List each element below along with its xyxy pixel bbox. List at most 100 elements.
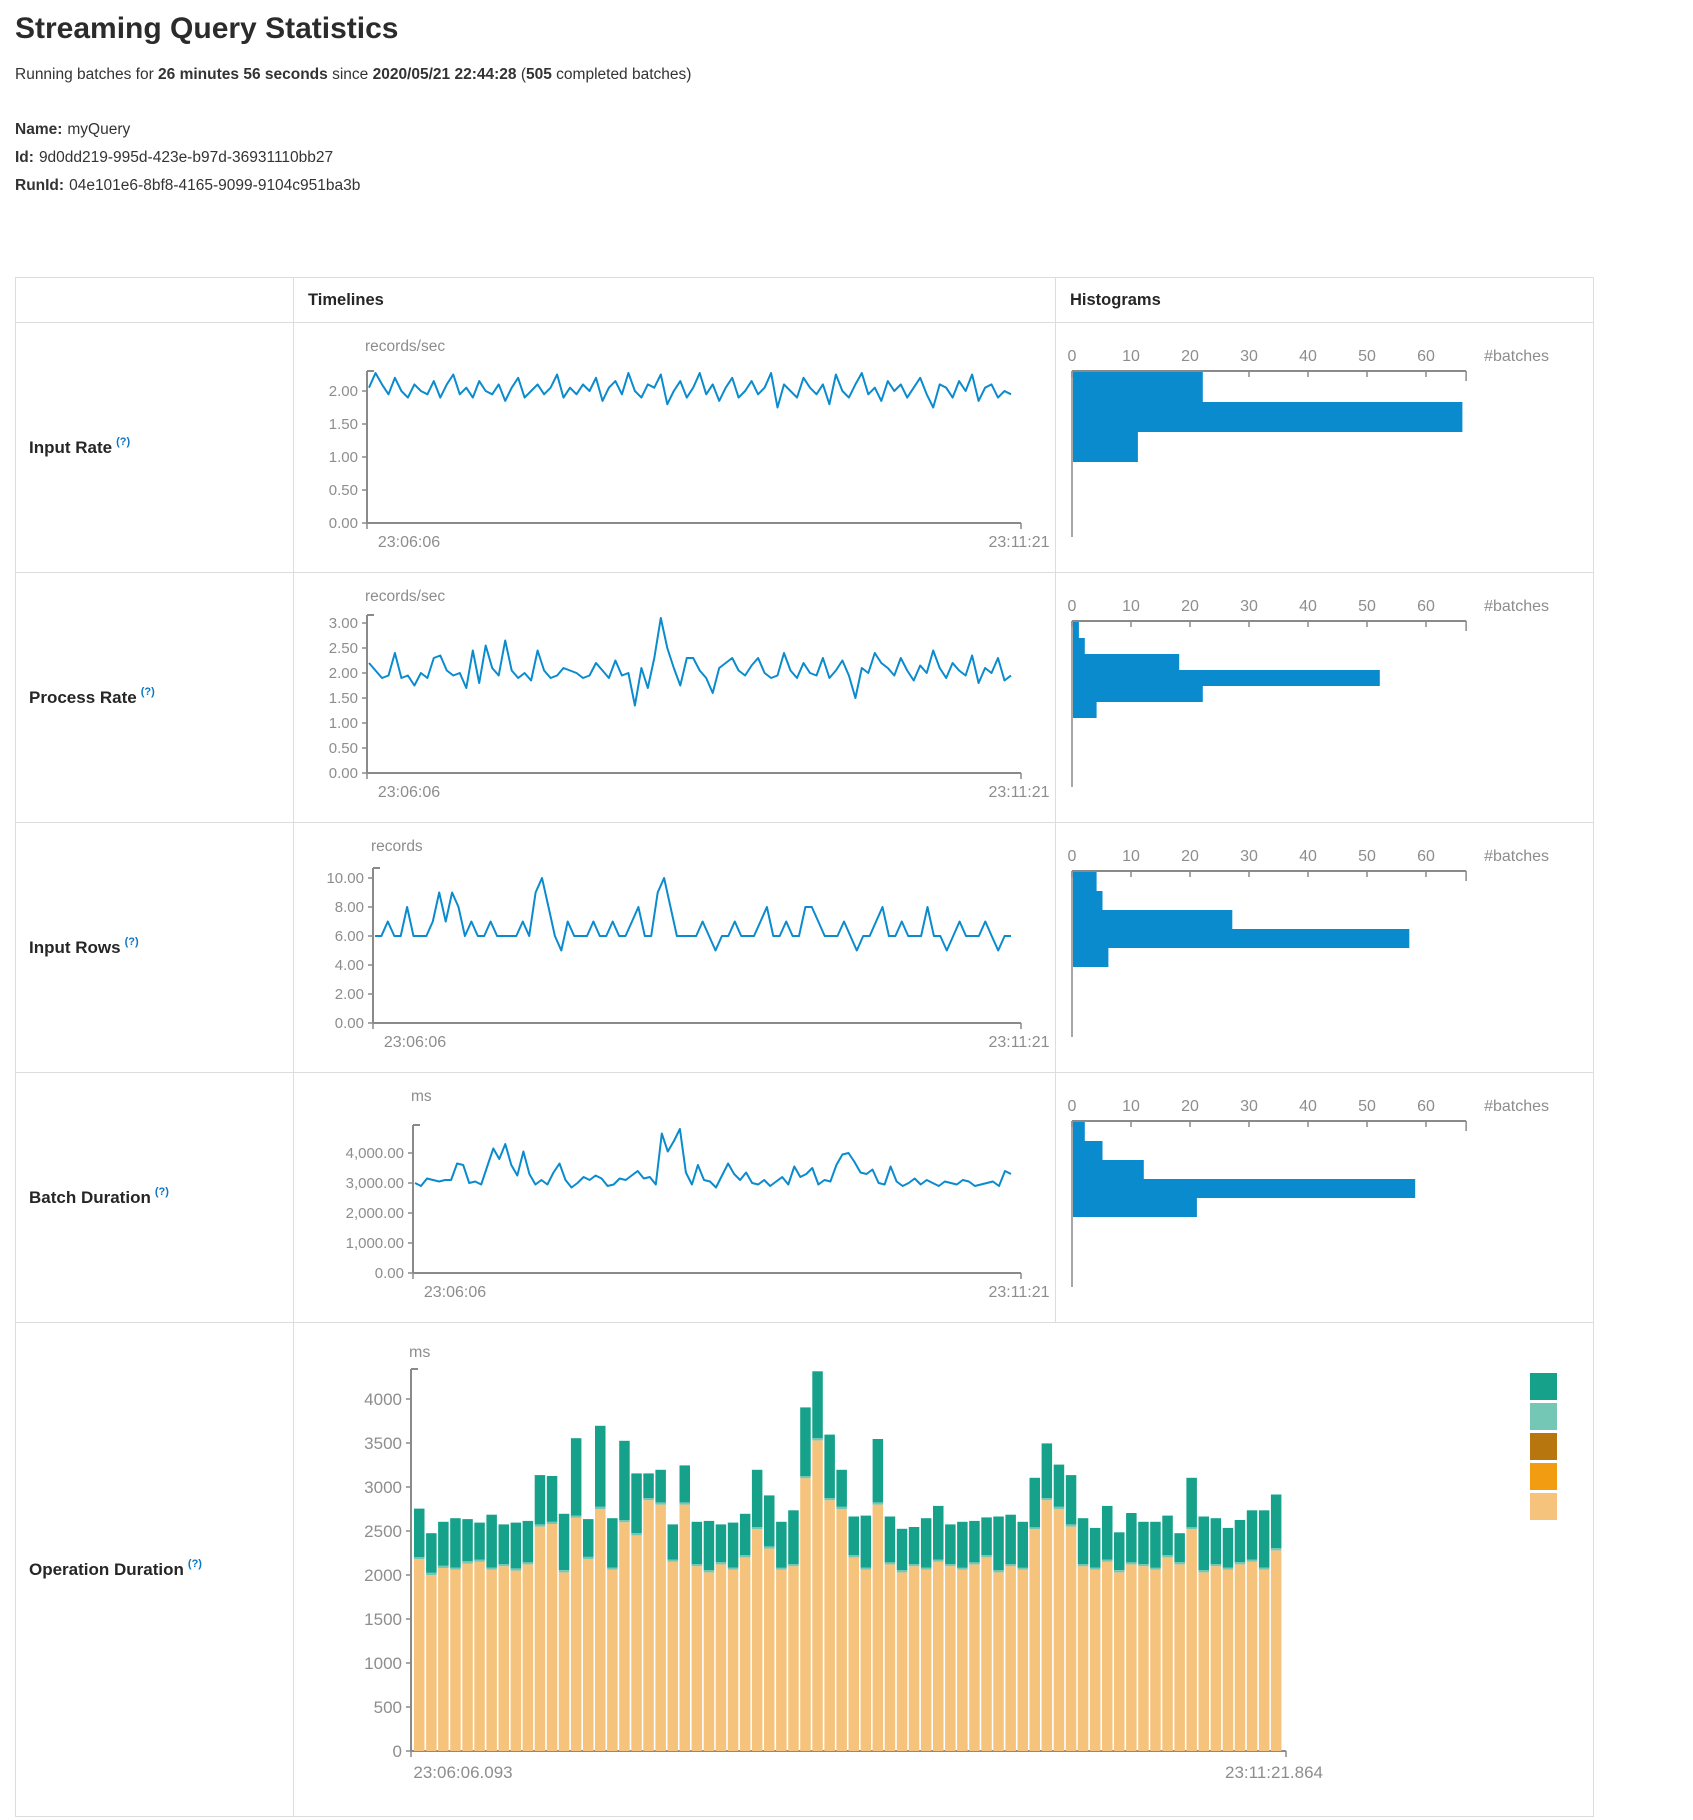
process-rate-timeline-chart: records/sec 0.00 0.50 1.00 1.50 2.00 2.50 3.00 2… — [294, 573, 1056, 823]
svg-text:0: 0 — [1068, 848, 1077, 865]
svg-text:60: 60 — [1417, 598, 1435, 615]
query-info: Name: myQuery Id: 9d0dd219-995d-423e-b97d-… — [15, 116, 360, 200]
svg-text:0.00: 0.00 — [329, 515, 358, 532]
svg-text:ms: ms — [411, 1088, 432, 1105]
batch-duration-histogram-chart: 0 10 20 30 40 50 60 #batches — [1056, 1073, 1594, 1323]
svg-text:10: 10 — [1122, 1098, 1140, 1115]
svg-text:0: 0 — [1068, 1098, 1077, 1115]
input-rows-timeline-chart: records 0.00 2.00 4.00 6.00 8.00 10.00 23:06:06… — [294, 823, 1056, 1073]
svg-text:50: 50 — [1358, 348, 1376, 365]
svg-text:50: 50 — [1358, 848, 1376, 865]
operation-duration-chart: ms 0 500 1000 1500 2000 2500 3000 3500 4000 23:06:… — [294, 1323, 1594, 1817]
svg-text:4.00: 4.00 — [335, 957, 364, 974]
help-icon-operation-duration[interactable]: (?) — [187, 1557, 202, 1570]
svg-text:#batches: #batches — [1484, 598, 1549, 615]
svg-text:2.00: 2.00 — [329, 665, 358, 682]
svg-text:2.50: 2.50 — [329, 640, 358, 657]
svg-text:records: records — [371, 838, 423, 855]
svg-text:0: 0 — [1068, 348, 1077, 365]
svg-text:50: 50 — [1358, 598, 1376, 615]
svg-text:30: 30 — [1240, 598, 1258, 615]
help-icon-process-rate[interactable]: (?) — [140, 685, 155, 698]
svg-text:3000: 3000 — [364, 1478, 402, 1497]
legend-swatch — [1530, 1373, 1557, 1400]
svg-text:500: 500 — [374, 1698, 402, 1717]
svg-text:records/sec: records/sec — [365, 588, 445, 605]
legend-swatch — [1530, 1493, 1557, 1520]
timelines-header: Timelines — [294, 278, 1056, 323]
svg-text:0.00: 0.00 — [375, 1265, 404, 1282]
svg-text:40: 40 — [1299, 848, 1317, 865]
svg-text:23:06:06.093: 23:06:06.093 — [413, 1763, 512, 1782]
svg-text:23:06:06: 23:06:06 — [424, 1284, 486, 1301]
svg-text:6.00: 6.00 — [335, 928, 364, 945]
svg-text:records/sec: records/sec — [365, 338, 445, 355]
operation-duration-legend — [1530, 1373, 1557, 1523]
help-icon-batch-duration[interactable]: (?) — [154, 1185, 169, 1198]
svg-text:23:06:06: 23:06:06 — [384, 1034, 446, 1051]
svg-text:2,000.00: 2,000.00 — [346, 1205, 404, 1222]
svg-text:23:11:21: 23:11:21 — [988, 1284, 1049, 1301]
histograms-header: Histograms — [1056, 278, 1594, 323]
svg-text:1000: 1000 — [364, 1654, 402, 1673]
svg-text:60: 60 — [1417, 1098, 1435, 1115]
legend-swatch — [1530, 1433, 1557, 1460]
svg-text:60: 60 — [1417, 348, 1435, 365]
svg-text:23:11:21: 23:11:21 — [988, 1034, 1049, 1051]
svg-text:40: 40 — [1299, 1098, 1317, 1115]
svg-text:10.00: 10.00 — [326, 870, 364, 887]
svg-text:3500: 3500 — [364, 1434, 402, 1453]
svg-text:23:11:21.864: 23:11:21.864 — [1225, 1763, 1323, 1782]
legend-swatch — [1530, 1463, 1557, 1490]
svg-text:23:11:21: 23:11:21 — [988, 784, 1049, 801]
page-title: Streaming Query Statistics — [15, 12, 399, 45]
svg-text:1.50: 1.50 — [329, 416, 358, 433]
svg-text:23:11:21: 23:11:21 — [988, 534, 1049, 551]
query-runid-line: RunId: 04e101e6-8bf8-4165-9099-9104c951ba… — [15, 177, 361, 194]
svg-text:0: 0 — [1068, 598, 1077, 615]
row-label-process-rate: Process Rate (?) — [16, 573, 294, 823]
svg-text:20: 20 — [1181, 348, 1199, 365]
input-rate-timeline-chart: records/sec 0.00 0.50 1.00 1.50 2.00 23:06:06 2… — [294, 323, 1056, 573]
svg-text:10: 10 — [1122, 598, 1140, 615]
svg-text:2.00: 2.00 — [335, 986, 364, 1003]
svg-text:20: 20 — [1181, 598, 1199, 615]
statistics-table: Timelines Histograms Input Rate (?) recor… — [15, 277, 1594, 1817]
svg-text:30: 30 — [1240, 348, 1258, 365]
svg-text:3.00: 3.00 — [329, 615, 358, 632]
svg-text:ms: ms — [409, 1344, 430, 1361]
svg-text:30: 30 — [1240, 848, 1258, 865]
svg-text:1,000.00: 1,000.00 — [346, 1235, 404, 1252]
row-label-input-rate: Input Rate (?) — [16, 323, 294, 573]
row-label-batch-duration: Batch Duration (?) — [16, 1073, 294, 1323]
svg-text:40: 40 — [1299, 598, 1317, 615]
input-rows-histogram-chart: 0 10 20 30 40 50 60 #batches — [1056, 823, 1594, 1073]
batch-duration-timeline-chart: ms 0.00 1,000.00 2,000.00 3,000.00 4,000.00 23… — [294, 1073, 1056, 1323]
svg-text:23:06:06: 23:06:06 — [378, 784, 440, 801]
svg-text:20: 20 — [1181, 1098, 1199, 1115]
legend-swatch — [1530, 1403, 1557, 1430]
svg-text:1500: 1500 — [364, 1610, 402, 1629]
running-batches-summary: Running batches for 26 minutes 56 second… — [15, 66, 692, 83]
svg-text:3,000.00: 3,000.00 — [346, 1175, 404, 1192]
svg-text:10: 10 — [1122, 848, 1140, 865]
svg-text:0.50: 0.50 — [329, 482, 358, 499]
svg-text:1.00: 1.00 — [329, 449, 358, 466]
svg-text:2000: 2000 — [364, 1566, 402, 1585]
svg-text:0: 0 — [393, 1742, 402, 1761]
svg-text:20: 20 — [1181, 848, 1199, 865]
svg-text:0.50: 0.50 — [329, 740, 358, 757]
svg-text:1.50: 1.50 — [329, 690, 358, 707]
svg-text:2.00: 2.00 — [329, 383, 358, 400]
process-rate-histogram-chart: 0 10 20 30 40 50 60 #batches — [1056, 573, 1594, 823]
help-icon-input-rows[interactable]: (?) — [124, 935, 139, 948]
svg-text:10: 10 — [1122, 348, 1140, 365]
svg-text:1.00: 1.00 — [329, 715, 358, 732]
help-icon-input-rate[interactable]: (?) — [116, 435, 131, 448]
query-name-line: Name: myQuery — [15, 121, 131, 138]
svg-text:60: 60 — [1417, 848, 1435, 865]
svg-text:40: 40 — [1299, 348, 1317, 365]
svg-text:50: 50 — [1358, 1098, 1376, 1115]
row-label-operation-duration: Operation Duration (?) — [16, 1323, 294, 1817]
row-label-input-rows: Input Rows (?) — [16, 823, 294, 1073]
